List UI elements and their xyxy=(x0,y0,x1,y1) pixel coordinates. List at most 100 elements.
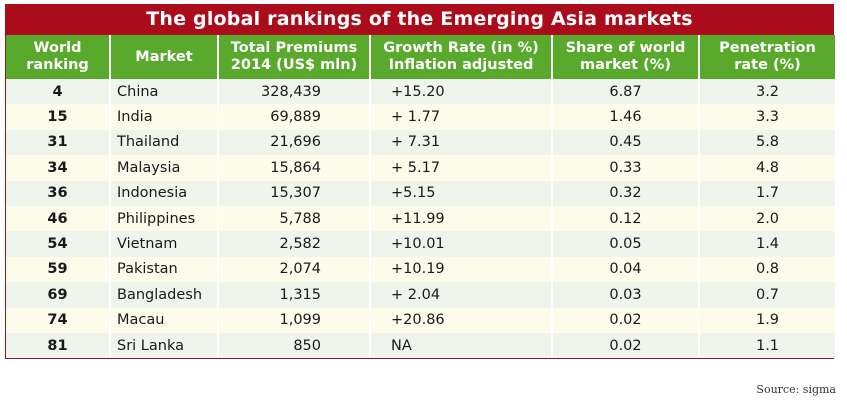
cell-share-of-world-market: 0.04 xyxy=(551,256,699,283)
cell-penetration-rate: 1.7 xyxy=(698,180,835,206)
cell-market: China xyxy=(109,79,218,105)
table-row: 59 Pakistan 2,074 +10.19 0.04 0.8 xyxy=(6,256,835,283)
cell-growth-rate: +20.86 xyxy=(369,307,552,333)
column-header-line1: Growth Rate (in %) xyxy=(383,40,539,56)
cell-share-of-world-market: 0.05 xyxy=(551,231,699,257)
cell-share-of-world-market: 1.46 xyxy=(551,104,699,130)
cell-share-of-world-market: 0.12 xyxy=(551,205,699,232)
cell-total-premiums: 2,582 xyxy=(217,231,370,257)
cell-penetration-rate: 4.8 xyxy=(698,155,835,181)
column-header-line2: Inflation adjusted xyxy=(388,57,534,73)
cell-share-of-world-market: 6.87 xyxy=(551,79,699,105)
cell-growth-rate: + 2.04 xyxy=(369,282,552,308)
cell-world-ranking: 36 xyxy=(6,180,110,206)
cell-market: Pakistan xyxy=(109,256,218,283)
cell-growth-rate: +10.01 xyxy=(369,231,552,257)
table-row: 46 Philippines 5,788 +11.99 0.12 2.0 xyxy=(6,205,835,232)
cell-market: Vietnam xyxy=(109,231,218,257)
cell-market: Macau xyxy=(109,307,218,333)
cell-total-premiums: 1,315 xyxy=(217,282,370,308)
column-header-line1: Penetration xyxy=(719,40,816,56)
cell-total-premiums: 21,696 xyxy=(217,129,370,156)
cell-share-of-world-market: 0.03 xyxy=(551,282,699,308)
cell-share-of-world-market: 0.02 xyxy=(551,307,699,333)
cell-penetration-rate: 0.8 xyxy=(698,256,835,283)
cell-total-premiums: 2,074 xyxy=(217,256,370,283)
rankings-table: World ranking Market Total Premiums 2014 (US… xyxy=(6,35,835,359)
column-header-growth-rate: Growth Rate (in %) Inflation adjusted xyxy=(369,35,552,79)
cell-growth-rate: + 5.17 xyxy=(369,155,552,181)
source-note: Source: sigma xyxy=(756,383,836,396)
column-header-share-of-world-market: Share of world market (%) xyxy=(551,35,699,79)
cell-growth-rate: +11.99 xyxy=(369,205,552,232)
cell-total-premiums: 15,864 xyxy=(217,155,370,181)
column-header-line2: rate (%) xyxy=(734,57,801,73)
cell-share-of-world-market: 0.45 xyxy=(551,129,699,156)
table-row: 4 China 328,439 +15.20 6.87 3.2 xyxy=(6,79,835,105)
cell-penetration-rate: 1.9 xyxy=(698,307,835,333)
cell-growth-rate: NA xyxy=(369,332,552,359)
cell-world-ranking: 69 xyxy=(6,282,110,308)
cell-world-ranking: 34 xyxy=(6,155,110,181)
column-header-line1: Share of world xyxy=(565,40,686,56)
cell-market: Malaysia xyxy=(109,155,218,181)
cell-share-of-world-market: 0.02 xyxy=(551,332,699,359)
cell-growth-rate: +15.20 xyxy=(369,79,552,105)
header-row: World ranking Market Total Premiums 2014 (US… xyxy=(6,35,835,79)
cell-penetration-rate: 3.2 xyxy=(698,79,835,105)
column-header-market: Market xyxy=(109,35,218,79)
table-row: 34 Malaysia 15,864 + 5.17 0.33 4.8 xyxy=(6,155,835,181)
column-header-line1: Market xyxy=(135,48,193,65)
table-row: 81 Sri Lanka 850 NA 0.02 1.1 xyxy=(6,332,835,359)
cell-total-premiums: 69,889 xyxy=(217,104,370,130)
cell-world-ranking: 46 xyxy=(6,205,110,232)
table-title: The global rankings of the Emerging Asia… xyxy=(6,4,833,35)
table-row: 31 Thailand 21,696 + 7.31 0.45 5.8 xyxy=(6,129,835,156)
cell-growth-rate: + 7.31 xyxy=(369,129,552,156)
column-header-penetration-rate: Penetration rate (%) xyxy=(698,35,835,79)
cell-market: Thailand xyxy=(109,129,218,156)
cell-total-premiums: 15,307 xyxy=(217,180,370,206)
cell-market: India xyxy=(109,104,218,130)
column-header-line1: World xyxy=(33,40,82,56)
cell-market: Sri Lanka xyxy=(109,332,218,359)
column-header-total-premiums: Total Premiums 2014 (US$ mln) xyxy=(217,35,370,79)
table-body: 4 China 328,439 +15.20 6.87 3.2 15 India 69,889 +… xyxy=(6,79,835,359)
cell-total-premiums: 1,099 xyxy=(217,307,370,333)
cell-total-premiums: 850 xyxy=(217,332,370,359)
cell-world-ranking: 81 xyxy=(6,332,110,359)
table-row: 69 Bangladesh 1,315 + 2.04 0.03 0.7 xyxy=(6,282,835,308)
column-header-line1: Total Premiums xyxy=(230,40,358,56)
cell-world-ranking: 59 xyxy=(6,256,110,283)
cell-market: Philippines xyxy=(109,205,218,232)
cell-world-ranking: 31 xyxy=(6,129,110,156)
table-row: 74 Macau 1,099 +20.86 0.02 1.9 xyxy=(6,307,835,333)
cell-world-ranking: 74 xyxy=(6,307,110,333)
column-header-world-ranking: World ranking xyxy=(6,35,110,79)
cell-total-premiums: 328,439 xyxy=(217,79,370,105)
cell-share-of-world-market: 0.33 xyxy=(551,155,699,181)
column-header-line2: ranking xyxy=(26,57,89,73)
cell-world-ranking: 4 xyxy=(6,79,110,105)
cell-penetration-rate: 3.3 xyxy=(698,104,835,130)
cell-penetration-rate: 0.7 xyxy=(698,282,835,308)
table-row: 54 Vietnam 2,582 +10.01 0.05 1.4 xyxy=(6,231,835,257)
cell-market: Indonesia xyxy=(109,180,218,206)
column-header-line2: 2014 (US$ mln) xyxy=(230,57,358,73)
cell-growth-rate: + 1.77 xyxy=(369,104,552,130)
cell-penetration-rate: 2.0 xyxy=(698,205,835,232)
rankings-table-frame: The global rankings of the Emerging Asia… xyxy=(5,4,835,360)
cell-penetration-rate: 5.8 xyxy=(698,129,835,156)
cell-growth-rate: +10.19 xyxy=(369,256,552,283)
cell-penetration-rate: 1.4 xyxy=(698,231,835,257)
table-row: 15 India 69,889 + 1.77 1.46 3.3 xyxy=(6,104,835,130)
cell-share-of-world-market: 0.32 xyxy=(551,180,699,206)
table-row: 36 Indonesia 15,307 +5.15 0.32 1.7 xyxy=(6,180,835,206)
cell-market: Bangladesh xyxy=(109,282,218,308)
column-header-line2: market (%) xyxy=(580,57,671,73)
cell-world-ranking: 15 xyxy=(6,104,110,130)
cell-growth-rate: +5.15 xyxy=(369,180,552,206)
cell-penetration-rate: 1.1 xyxy=(698,332,835,359)
cell-world-ranking: 54 xyxy=(6,231,110,257)
cell-total-premiums: 5,788 xyxy=(217,205,370,232)
